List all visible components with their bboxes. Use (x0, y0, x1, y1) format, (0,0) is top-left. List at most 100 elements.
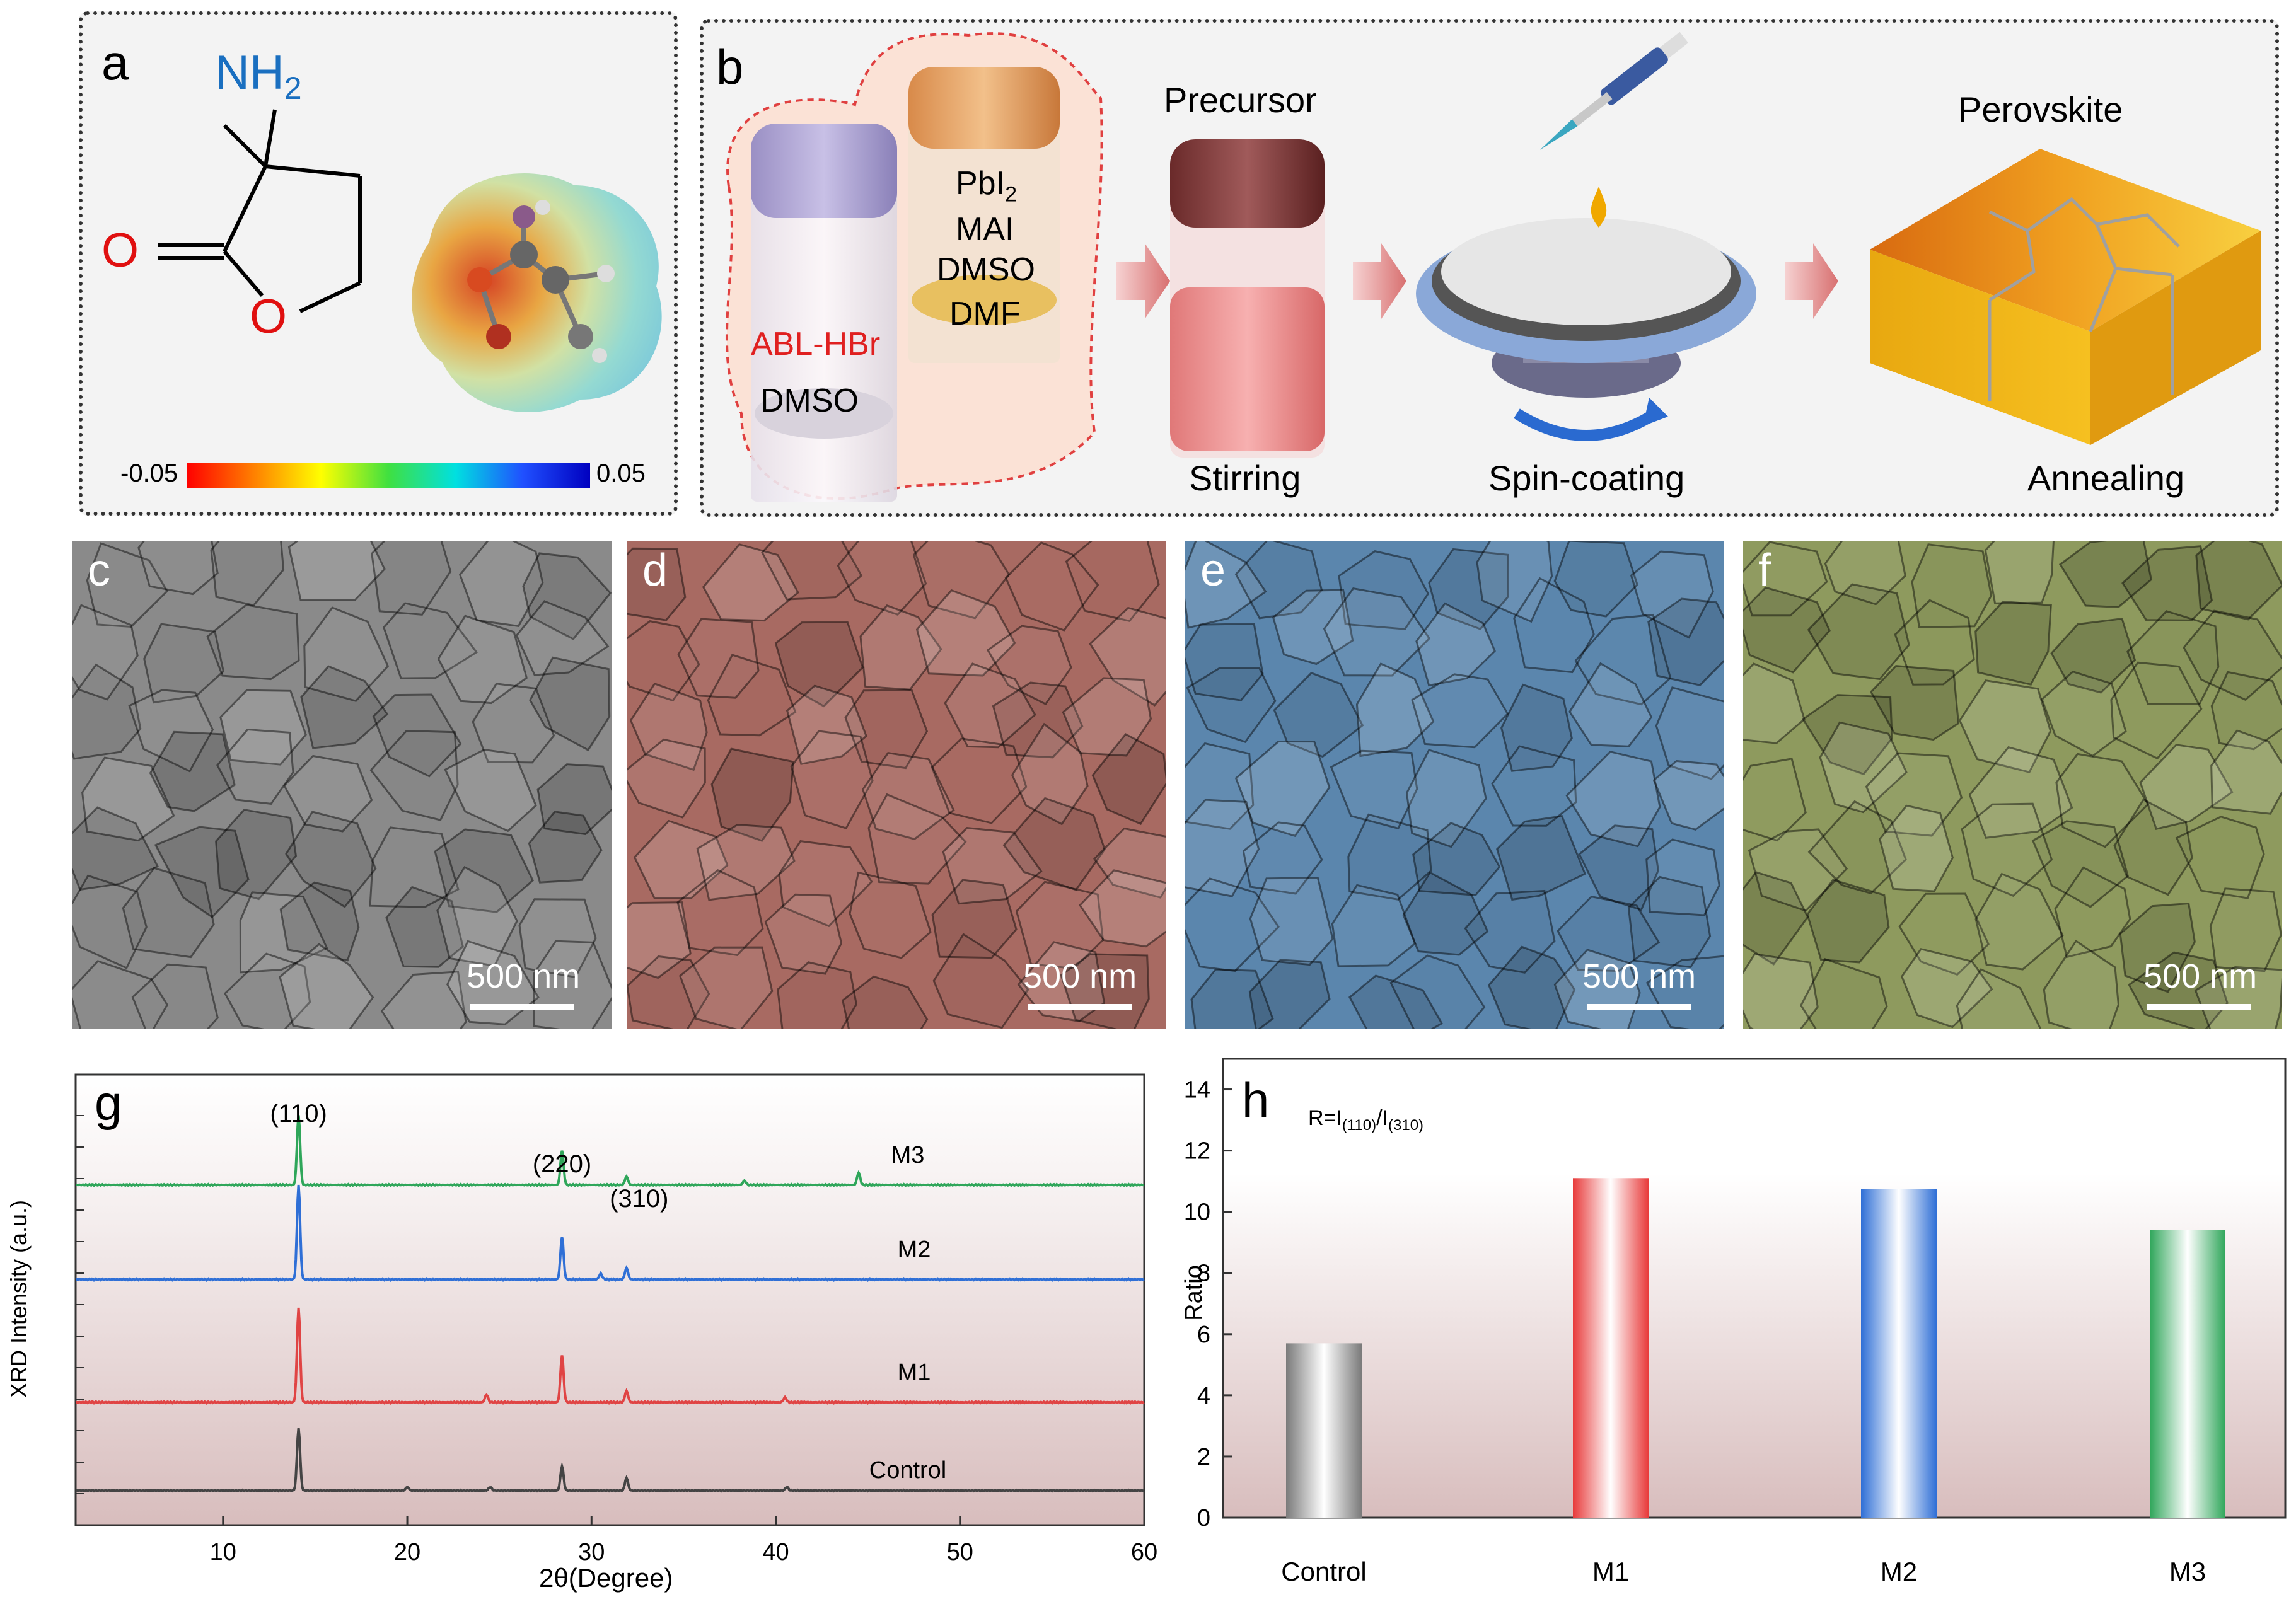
grain (122, 867, 215, 959)
grain (1807, 583, 1910, 681)
grain (1347, 813, 1432, 901)
grain (915, 589, 1016, 677)
grain (1807, 800, 1907, 894)
bar-control (1286, 1343, 1362, 1518)
grain (1487, 945, 1576, 1029)
grain (1338, 550, 1430, 630)
grain (1330, 749, 1418, 830)
grain (515, 600, 610, 676)
grain (372, 693, 462, 778)
grain (215, 809, 298, 901)
grain (206, 604, 300, 681)
grain (2175, 816, 2265, 899)
grain (942, 827, 1043, 905)
grain (1079, 869, 1166, 948)
grain (696, 823, 796, 901)
grain (1627, 875, 1712, 968)
grain (149, 730, 236, 812)
formula-sub2: (310) (1388, 1116, 1424, 1134)
grain (1091, 733, 1166, 826)
sem-label-c: c (88, 545, 110, 596)
grain (143, 623, 225, 704)
grain (1355, 662, 1435, 758)
xrd-ylabel: XRD Intensity (a.u.) (6, 1199, 32, 1399)
grain (444, 748, 537, 833)
grain (1272, 589, 1354, 666)
grain (707, 654, 797, 737)
xrd-xtick-label: 60 (1131, 1539, 1157, 1566)
vial1-dmso: DMSO (760, 383, 859, 419)
vial2-pbi2: PbI2 (956, 164, 1017, 207)
grain (790, 730, 874, 829)
bar-ytick-label: 12 (1184, 1138, 1210, 1165)
grain (210, 541, 285, 607)
grain (1743, 871, 1809, 966)
grain (1185, 541, 1267, 629)
bar-category-label: M3 (2169, 1557, 2206, 1586)
bar-ytick-label: 6 (1197, 1322, 1210, 1348)
bar-ytick-label: 8 (1197, 1261, 1210, 1287)
grain (72, 874, 148, 969)
grain (2126, 610, 2220, 705)
grain (2195, 541, 2282, 621)
ring-bonds (158, 109, 362, 313)
bar-category-label: Control (1281, 1557, 1366, 1586)
grain (472, 683, 555, 764)
xrd-series-m2 (75, 1184, 1145, 1283)
grain (1412, 822, 1501, 896)
grain (1743, 662, 1806, 744)
bar-category-label: M2 (1881, 1557, 1917, 1586)
grain (385, 886, 464, 968)
sem-image-d (627, 541, 1166, 1029)
grain (867, 793, 967, 885)
grain (224, 952, 311, 1029)
xrd-xlabel: 2θ(Degree) (539, 1563, 673, 1593)
grain (383, 602, 478, 679)
perovskite-label: Perovskite (1958, 89, 2123, 129)
grain (86, 542, 168, 628)
panel-a: a NH2 O O (79, 11, 678, 516)
carbonyl-oxygen: O (101, 224, 139, 277)
grain (1974, 872, 2064, 971)
grain (1568, 662, 1653, 747)
grain (844, 689, 929, 770)
grain (1017, 941, 1106, 1022)
grain (1565, 751, 1661, 848)
grain (1898, 892, 1990, 976)
grain (287, 541, 386, 601)
grain (1190, 968, 1274, 1029)
sem-background (72, 541, 612, 1029)
grain (1242, 821, 1323, 895)
grain (1491, 745, 1577, 827)
bar-category-label: M1 (1592, 1557, 1629, 1586)
grain (518, 898, 597, 979)
colorbar-min: -0.05 (120, 459, 178, 487)
grain (1248, 959, 1331, 1029)
grain (1234, 541, 1323, 620)
grain (529, 656, 611, 752)
vial1-abl-hbr: ABL-HBr (751, 326, 881, 362)
grain (1743, 586, 1831, 674)
grain (842, 975, 929, 1029)
sem-label-d: d (642, 545, 668, 596)
grain (2031, 820, 2130, 908)
xrd-series-label-m3: M3 (891, 1142, 925, 1168)
grain (1557, 895, 1661, 972)
panel-g: 10 20 30 40 50 60 Control M1 M2 M3 (110) (220) (310)… (0, 1046, 1173, 1604)
nh2-group: NH2 (215, 45, 302, 107)
xrd-xtick-label: 10 (210, 1539, 236, 1566)
grain (761, 541, 863, 601)
grain (1961, 802, 2053, 897)
grain (932, 933, 1029, 1029)
grain (1743, 541, 1828, 617)
grain (1513, 577, 1595, 674)
precursor-label: Precursor (1164, 80, 1317, 120)
grain (1645, 838, 1720, 916)
grain (1630, 550, 1714, 639)
grain (931, 737, 1028, 824)
grain (2043, 940, 2119, 1029)
xrd-peak-label: (220) (533, 1150, 591, 1178)
grain (627, 620, 700, 702)
grain (154, 826, 250, 918)
grain (2121, 545, 2213, 621)
